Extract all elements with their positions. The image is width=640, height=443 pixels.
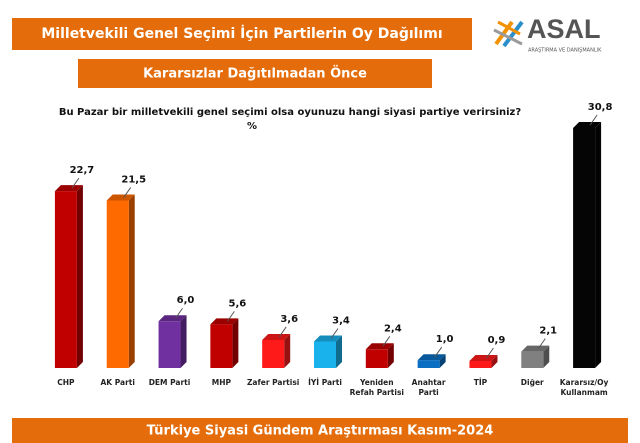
x-tick-label: DEM Parti <box>148 378 191 387</box>
bar-top <box>210 318 239 325</box>
leader-line <box>589 114 598 126</box>
bar-top <box>262 333 291 340</box>
leader-line <box>175 307 183 319</box>
value-label: 21,5 <box>121 174 146 185</box>
bar-top <box>469 354 498 361</box>
x-tick-label: Diğer <box>520 378 544 387</box>
value-label: 0,9 <box>488 335 506 346</box>
value-label: 3,4 <box>332 316 350 327</box>
x-tick-label: AK Parti <box>100 378 135 387</box>
bar-top <box>314 335 342 342</box>
x-tick-label: Kararsız/Oy Kullanmam <box>559 378 609 397</box>
bar-top <box>573 122 602 128</box>
page-title: Milletvekili Genel Seçimi İçin Partileri… <box>41 25 442 42</box>
bar <box>469 360 492 368</box>
bar-side <box>232 318 239 368</box>
bar-top <box>417 354 446 361</box>
value-label: 2,4 <box>384 323 402 334</box>
bar <box>54 191 77 368</box>
bar-top <box>158 315 187 322</box>
bar-side <box>336 335 342 368</box>
bar-top <box>54 185 83 192</box>
bar-side <box>284 333 291 368</box>
bar-top <box>521 345 550 352</box>
bar-side <box>491 354 498 368</box>
bar-side <box>128 194 135 368</box>
x-tick-label: MHP <box>211 378 231 387</box>
logo-tagline: ARAŞTIRMA VE DANIŞMANLIK <box>528 48 602 54</box>
bar-side <box>543 345 550 368</box>
x-tick-label: İYİ Parti <box>308 378 342 387</box>
x-tick-label: Zafer Partisi <box>246 378 300 387</box>
leader-line <box>123 187 132 198</box>
leader-line <box>537 338 546 349</box>
logo-name: ASAL <box>527 14 601 44</box>
x-tick-label: TİP <box>473 378 488 387</box>
leader-line <box>330 328 339 339</box>
bar <box>573 128 596 368</box>
leader-line <box>434 346 443 358</box>
bar <box>314 341 336 368</box>
x-tick-label: Yeniden Refah Partisi <box>349 378 404 397</box>
unit: % <box>247 121 257 132</box>
value-label: 30,8 <box>588 102 613 113</box>
bar <box>210 324 233 368</box>
title-banner <box>12 18 472 50</box>
bar <box>262 339 285 368</box>
bar <box>106 200 129 368</box>
leader-line <box>226 311 235 322</box>
leader-line <box>486 347 494 359</box>
value-label: 22,7 <box>70 165 95 176</box>
value-label: 5,6 <box>229 298 247 309</box>
bar <box>417 360 440 368</box>
value-label: 6,0 <box>177 295 195 306</box>
bar <box>365 349 388 368</box>
x-tick-label: CHP <box>57 378 75 387</box>
page-subtitle: Kararsızlar Dağıtılmadan Önce <box>143 66 367 82</box>
leader-line <box>278 326 287 338</box>
value-label: 2,1 <box>539 326 557 337</box>
footer: Türkiye Siyasi Gündem Araştırması Kasım-… <box>147 424 494 439</box>
bar-side <box>595 122 602 368</box>
bar <box>158 321 181 368</box>
x-tick-label: Anahtar Parti <box>411 378 446 397</box>
bar-side <box>180 315 187 368</box>
bar <box>521 351 544 368</box>
bar-side <box>387 343 394 368</box>
logo-icon <box>493 20 524 48</box>
subtitle-banner <box>78 59 432 88</box>
leader-line <box>71 177 80 189</box>
value-label: 1,0 <box>436 334 454 345</box>
bar-top <box>365 343 394 350</box>
bar-side <box>76 185 83 368</box>
question: Bu Pazar bir milletvekili genel seçimi o… <box>59 107 522 118</box>
footer-banner <box>12 418 628 443</box>
leader-line <box>382 336 391 347</box>
value-label: 3,6 <box>280 314 298 325</box>
bar-top <box>106 194 135 201</box>
bar-side <box>439 354 446 368</box>
